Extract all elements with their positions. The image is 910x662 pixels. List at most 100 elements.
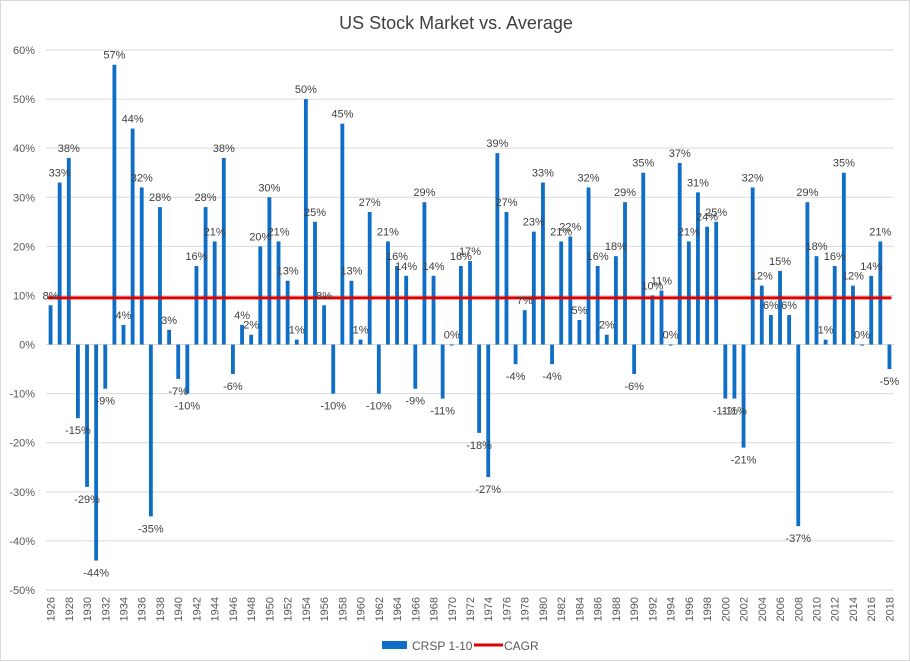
x-tick-label: 1952 bbox=[283, 597, 295, 621]
bar bbox=[741, 344, 746, 448]
data-label: 50% bbox=[295, 84, 317, 96]
bar bbox=[349, 280, 354, 345]
bar bbox=[148, 344, 153, 517]
data-label: 12% bbox=[751, 271, 773, 283]
data-label: 0% bbox=[854, 330, 870, 342]
x-tick-label: 1980 bbox=[538, 597, 550, 621]
data-label: -4% bbox=[542, 371, 562, 383]
bar bbox=[851, 285, 855, 345]
y-tick-label: 10% bbox=[13, 290, 35, 302]
data-label: 16% bbox=[185, 251, 207, 263]
x-axis-ticks: 1926 1928 1930 1932 1934 1936 1938 1940 1942 1944… bbox=[46, 597, 897, 621]
data-label: 24% bbox=[696, 212, 718, 224]
bar bbox=[513, 344, 518, 365]
bar bbox=[75, 344, 80, 419]
data-label: 2% bbox=[599, 320, 615, 332]
bar bbox=[568, 236, 573, 345]
x-tick-label: 1926 bbox=[46, 597, 58, 621]
x-tick-label: 1942 bbox=[191, 597, 203, 621]
bar bbox=[458, 266, 463, 345]
x-tick-label: 1966 bbox=[410, 597, 422, 621]
bar bbox=[613, 256, 618, 345]
y-tick-label: 40% bbox=[13, 143, 35, 155]
data-label: 33% bbox=[532, 168, 554, 180]
x-tick-label: 2008 bbox=[793, 597, 805, 621]
data-label: 21% bbox=[204, 226, 226, 238]
x-tick-label: 1990 bbox=[629, 597, 641, 621]
data-label: -27% bbox=[475, 484, 501, 496]
data-label: 21% bbox=[869, 226, 891, 238]
data-label: -10% bbox=[320, 401, 346, 413]
y-tick-label: 20% bbox=[13, 241, 35, 253]
bar bbox=[559, 241, 564, 345]
bar bbox=[440, 344, 445, 399]
legend-swatch-crsp bbox=[382, 641, 407, 649]
bar bbox=[48, 305, 53, 345]
bar bbox=[221, 158, 226, 345]
bar bbox=[641, 172, 646, 345]
y-tick-label: 0% bbox=[19, 340, 35, 352]
x-tick-label: 1960 bbox=[356, 597, 368, 621]
data-label: -10% bbox=[174, 401, 200, 413]
bar bbox=[759, 285, 764, 345]
x-tick-label: 1930 bbox=[82, 597, 94, 621]
data-label: 32% bbox=[578, 172, 600, 184]
bar bbox=[814, 256, 819, 345]
x-tick-label: 1992 bbox=[647, 597, 659, 621]
data-label: -44% bbox=[83, 568, 109, 580]
data-label: 28% bbox=[149, 192, 171, 204]
data-label: 33% bbox=[49, 168, 71, 180]
data-label: 4% bbox=[116, 310, 132, 322]
data-label: 23% bbox=[523, 217, 545, 229]
legend-label-cagr: CAGR bbox=[504, 639, 539, 653]
x-tick-label: 2004 bbox=[757, 597, 769, 621]
bar bbox=[294, 339, 299, 345]
bar bbox=[841, 172, 846, 345]
bar bbox=[340, 123, 345, 345]
bar bbox=[57, 182, 62, 345]
data-label: 8% bbox=[316, 290, 332, 302]
data-label: -15% bbox=[65, 425, 91, 437]
bar bbox=[367, 212, 372, 345]
data-label: 27% bbox=[495, 197, 517, 209]
data-label: 29% bbox=[614, 187, 636, 199]
x-tick-label: 2018 bbox=[884, 597, 896, 621]
data-label: -5% bbox=[880, 376, 900, 388]
bar bbox=[112, 64, 117, 345]
x-tick-label: 1944 bbox=[210, 597, 222, 621]
y-tick-label: 50% bbox=[13, 94, 35, 106]
bar bbox=[158, 207, 162, 345]
bar bbox=[531, 231, 536, 345]
bars bbox=[48, 64, 892, 561]
bar bbox=[668, 344, 673, 346]
bar bbox=[823, 339, 828, 345]
bar bbox=[431, 275, 436, 345]
bar bbox=[522, 310, 527, 345]
x-tick-label: 1972 bbox=[465, 597, 477, 621]
bar bbox=[422, 202, 427, 345]
data-label: 6% bbox=[763, 300, 779, 312]
bar bbox=[869, 275, 874, 345]
data-label: 16% bbox=[824, 251, 846, 263]
data-label: 25% bbox=[705, 207, 727, 219]
x-tick-label: 1968 bbox=[429, 597, 441, 621]
bar bbox=[240, 324, 244, 345]
x-tick-label: 1958 bbox=[337, 597, 349, 621]
bar bbox=[376, 344, 381, 394]
x-tick-label: 1984 bbox=[574, 597, 586, 621]
x-tick-label: 1936 bbox=[137, 597, 149, 621]
bar bbox=[750, 187, 755, 345]
bar bbox=[267, 197, 272, 345]
bar bbox=[586, 187, 591, 345]
bar bbox=[696, 192, 700, 345]
bar bbox=[413, 344, 418, 389]
bar bbox=[732, 344, 737, 399]
data-label: -18% bbox=[466, 440, 492, 452]
data-label: 8% bbox=[43, 290, 59, 302]
bar bbox=[778, 270, 782, 345]
y-tick-label: -50% bbox=[9, 585, 35, 597]
x-tick-label: 1994 bbox=[666, 597, 678, 621]
bar bbox=[714, 221, 719, 345]
x-tick-label: 1976 bbox=[501, 597, 513, 621]
x-tick-label: 1940 bbox=[173, 597, 185, 621]
